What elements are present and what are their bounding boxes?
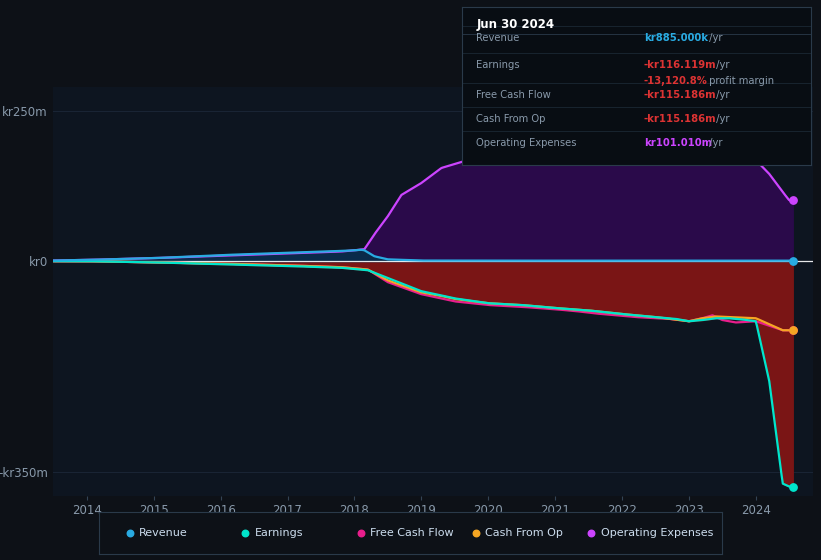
- Text: Earnings: Earnings: [255, 529, 303, 538]
- Text: -kr116.119m: -kr116.119m: [644, 60, 716, 70]
- Point: [123, 529, 136, 538]
- Text: /yr: /yr: [713, 90, 729, 100]
- Text: -kr115.186m: -kr115.186m: [644, 114, 716, 124]
- Point: [787, 326, 800, 335]
- Point: [787, 196, 800, 205]
- Text: Operating Expenses: Operating Expenses: [476, 138, 576, 147]
- Text: /yr: /yr: [713, 114, 729, 124]
- Text: -13,120.8%: -13,120.8%: [644, 76, 708, 86]
- Point: [787, 326, 800, 335]
- Point: [239, 529, 252, 538]
- Text: kr101.010m: kr101.010m: [644, 138, 712, 147]
- Text: /yr: /yr: [707, 33, 723, 43]
- Text: Revenue: Revenue: [139, 529, 188, 538]
- Point: [787, 256, 800, 265]
- Point: [585, 529, 598, 538]
- Text: profit margin: profit margin: [707, 76, 774, 86]
- Text: Earnings: Earnings: [476, 60, 520, 70]
- Text: Revenue: Revenue: [476, 33, 520, 43]
- Text: Free Cash Flow: Free Cash Flow: [370, 529, 453, 538]
- Text: Free Cash Flow: Free Cash Flow: [476, 90, 551, 100]
- Text: Operating Expenses: Operating Expenses: [601, 529, 713, 538]
- Point: [354, 529, 367, 538]
- Text: /yr: /yr: [707, 138, 723, 147]
- Text: /yr: /yr: [713, 60, 729, 70]
- Text: Jun 30 2024: Jun 30 2024: [476, 18, 554, 31]
- Point: [470, 529, 483, 538]
- Text: Cash From Op: Cash From Op: [476, 114, 546, 124]
- Text: -kr115.186m: -kr115.186m: [644, 90, 716, 100]
- Text: kr885.000k: kr885.000k: [644, 33, 708, 43]
- Text: Cash From Op: Cash From Op: [485, 529, 563, 538]
- Point: [787, 482, 800, 491]
